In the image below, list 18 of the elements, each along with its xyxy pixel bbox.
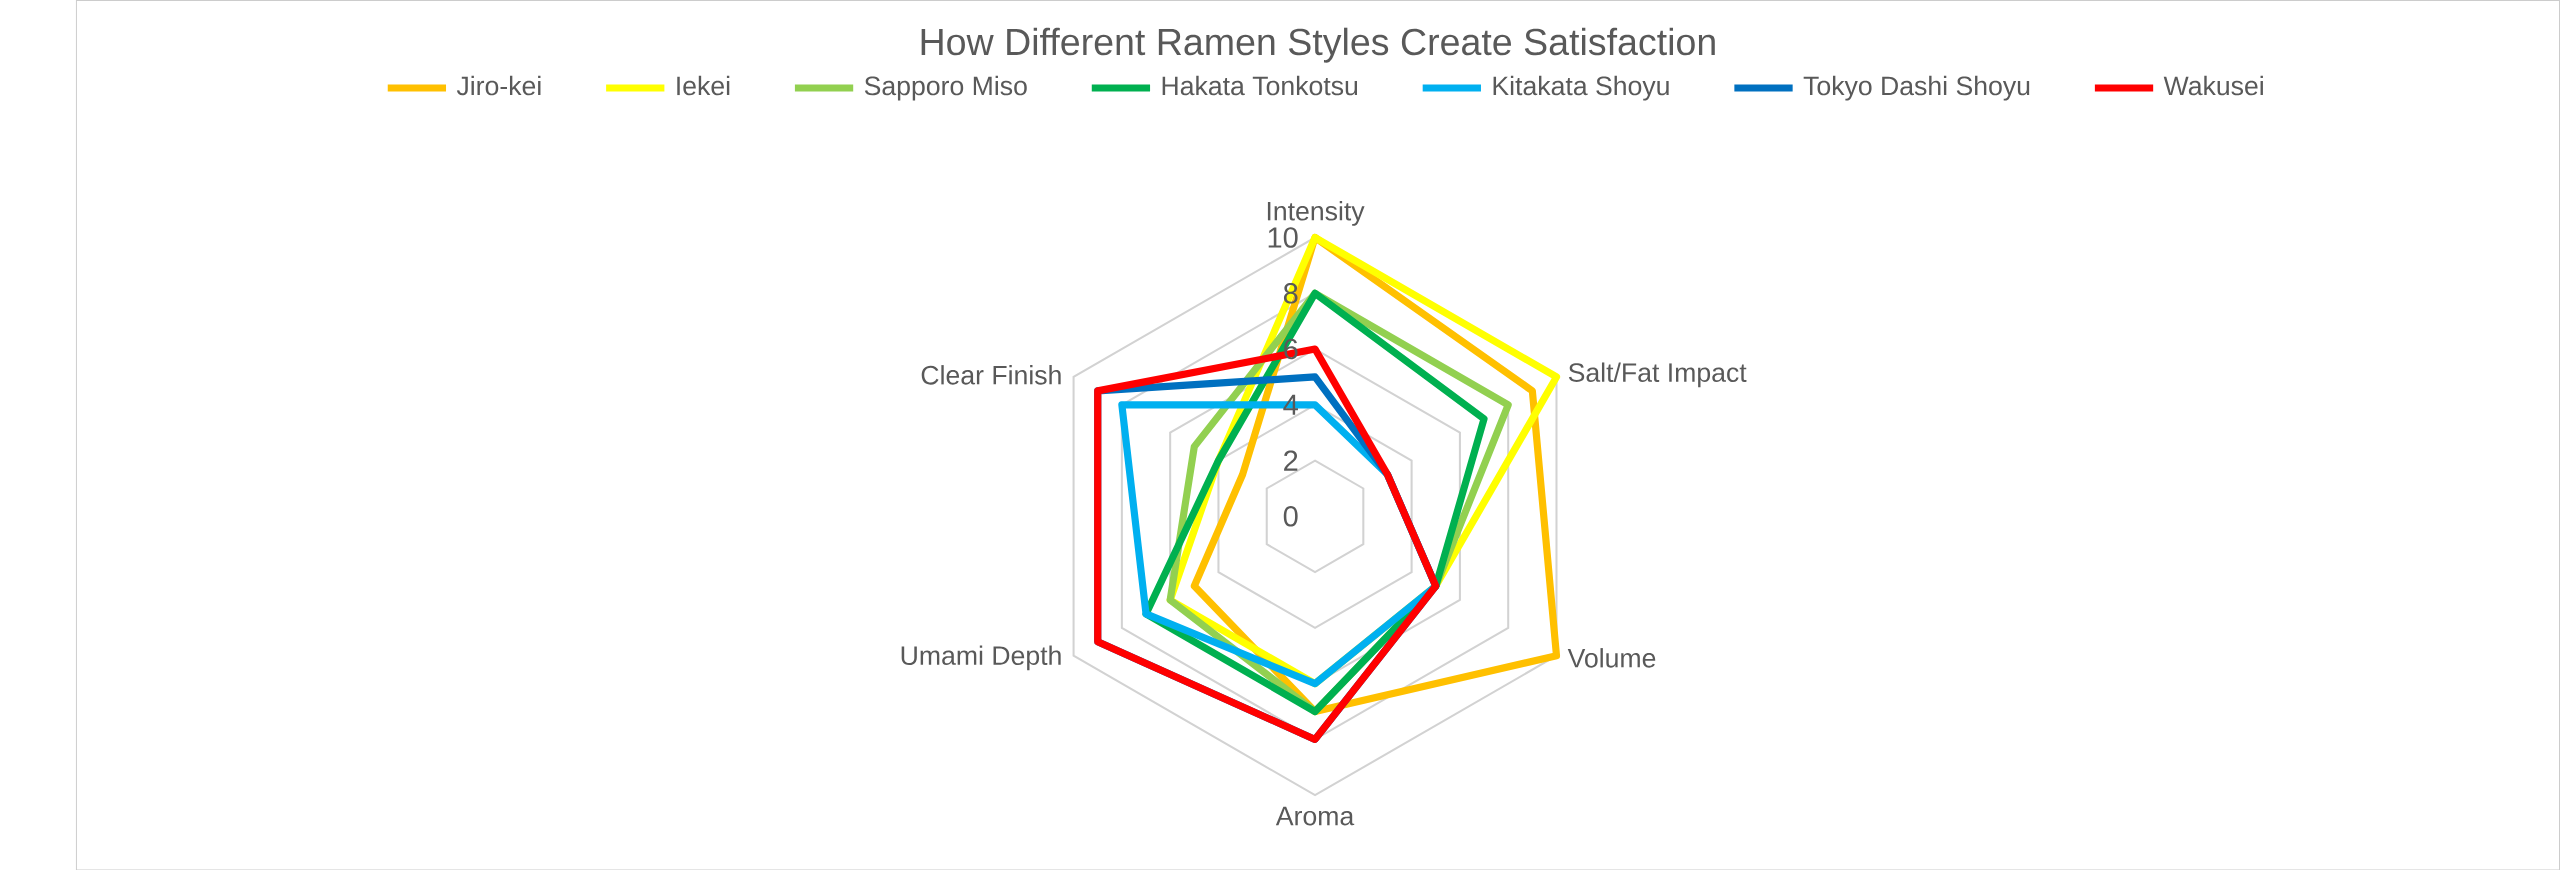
- y-tick-label: 2: [1284, 450, 1298, 471]
- legend-label: Tokyo Dashi Shoyu: [1803, 75, 2030, 101]
- legend-label: Wakusei: [2163, 75, 2263, 96]
- spoke-label: Aroma: [1275, 806, 1355, 826]
- spoke-label: Volume: [1567, 647, 1656, 668]
- legend-label: Iekei: [677, 75, 730, 96]
- chart-title: How Different Ramen Styles Create Satisfaction: [921, 27, 1715, 63]
- legend-label: Sapporo Miso: [864, 75, 1027, 101]
- spoke-label: Intensity: [1267, 200, 1365, 226]
- y-tick-label: 0: [1283, 505, 1298, 527]
- y-tick-label: 6: [1284, 338, 1298, 360]
- legend-label: Hakata Tonkotsu: [1162, 75, 1358, 96]
- spoke-label: Clear Finish: [921, 364, 1061, 385]
- spoke-label: Salt/Fat Impact: [1568, 362, 1747, 388]
- spoke-label: Umami Depth: [901, 645, 1061, 671]
- y-tick-label: 10: [1268, 227, 1298, 248]
- legend-label: Kitakata Shoyu: [1493, 75, 1669, 101]
- legend-label: Jiro-kei: [456, 75, 541, 96]
